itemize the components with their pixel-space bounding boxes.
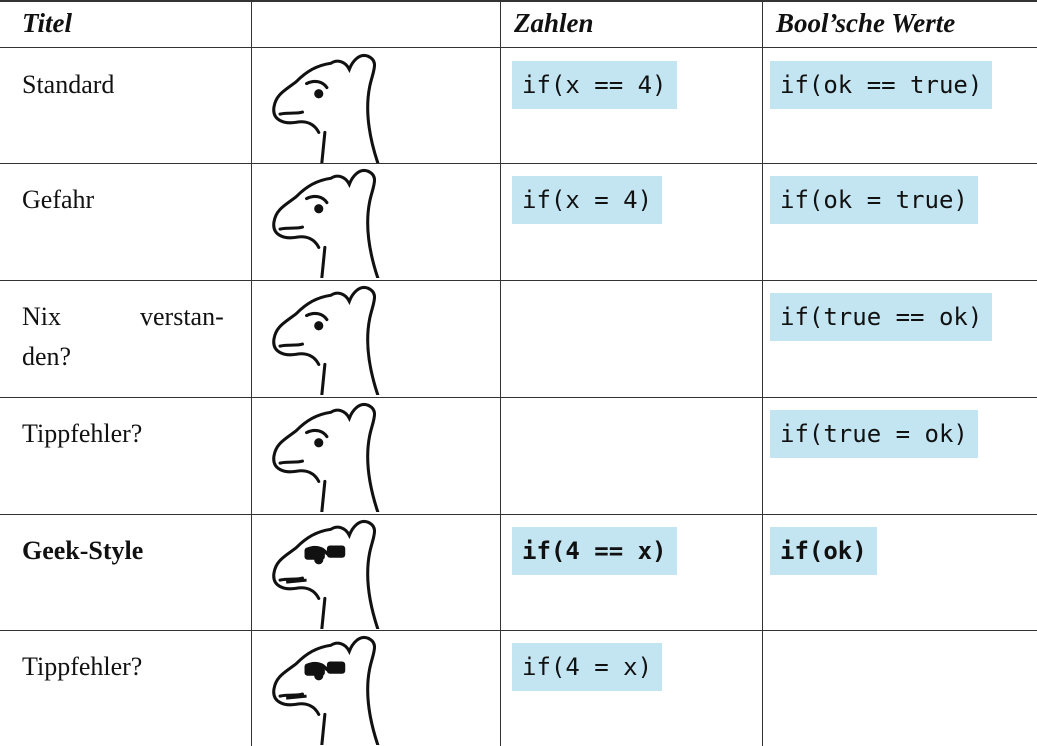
header-cell: Zahlen [514,8,594,38]
code: if(x = 4) [512,176,663,224]
row-label: den? [22,342,72,371]
code: if(true == ok) [770,293,993,341]
row-label: Tippfehler? [22,652,143,681]
row-label: Nix [22,302,61,331]
code: if(x == 4) [512,61,677,109]
code: if(ok == true) [770,61,993,109]
llama-icon [272,168,380,278]
llama-icon [272,53,380,163]
header-cell: Titel [22,8,72,38]
code: if(4 == x) [512,527,677,575]
rule [0,397,1037,398]
header-cell: Bool’sche Werte [776,8,956,38]
rule [0,514,1037,515]
llama-icon [272,285,380,395]
llama-icon [272,635,380,745]
rule [0,630,1037,631]
llama-icon [272,519,380,629]
row-label: Geek-Style [22,536,144,565]
code: if(ok) [770,527,877,575]
llama-icon [272,402,380,512]
rule [0,163,1037,164]
row-label: Standard [22,70,115,99]
column-rule [251,0,252,746]
rule [0,0,1037,2]
column-rule [762,0,763,746]
column-rule [500,0,501,746]
row-label: Tippfehler? [22,419,143,448]
code: if(ok = true) [770,176,978,224]
code: if(4 = x) [512,643,663,691]
rule [0,47,1037,48]
code: if(true = ok) [770,410,978,458]
row-label: verstan- [140,302,224,331]
rule [0,280,1037,281]
row-label: Gefahr [22,185,95,214]
